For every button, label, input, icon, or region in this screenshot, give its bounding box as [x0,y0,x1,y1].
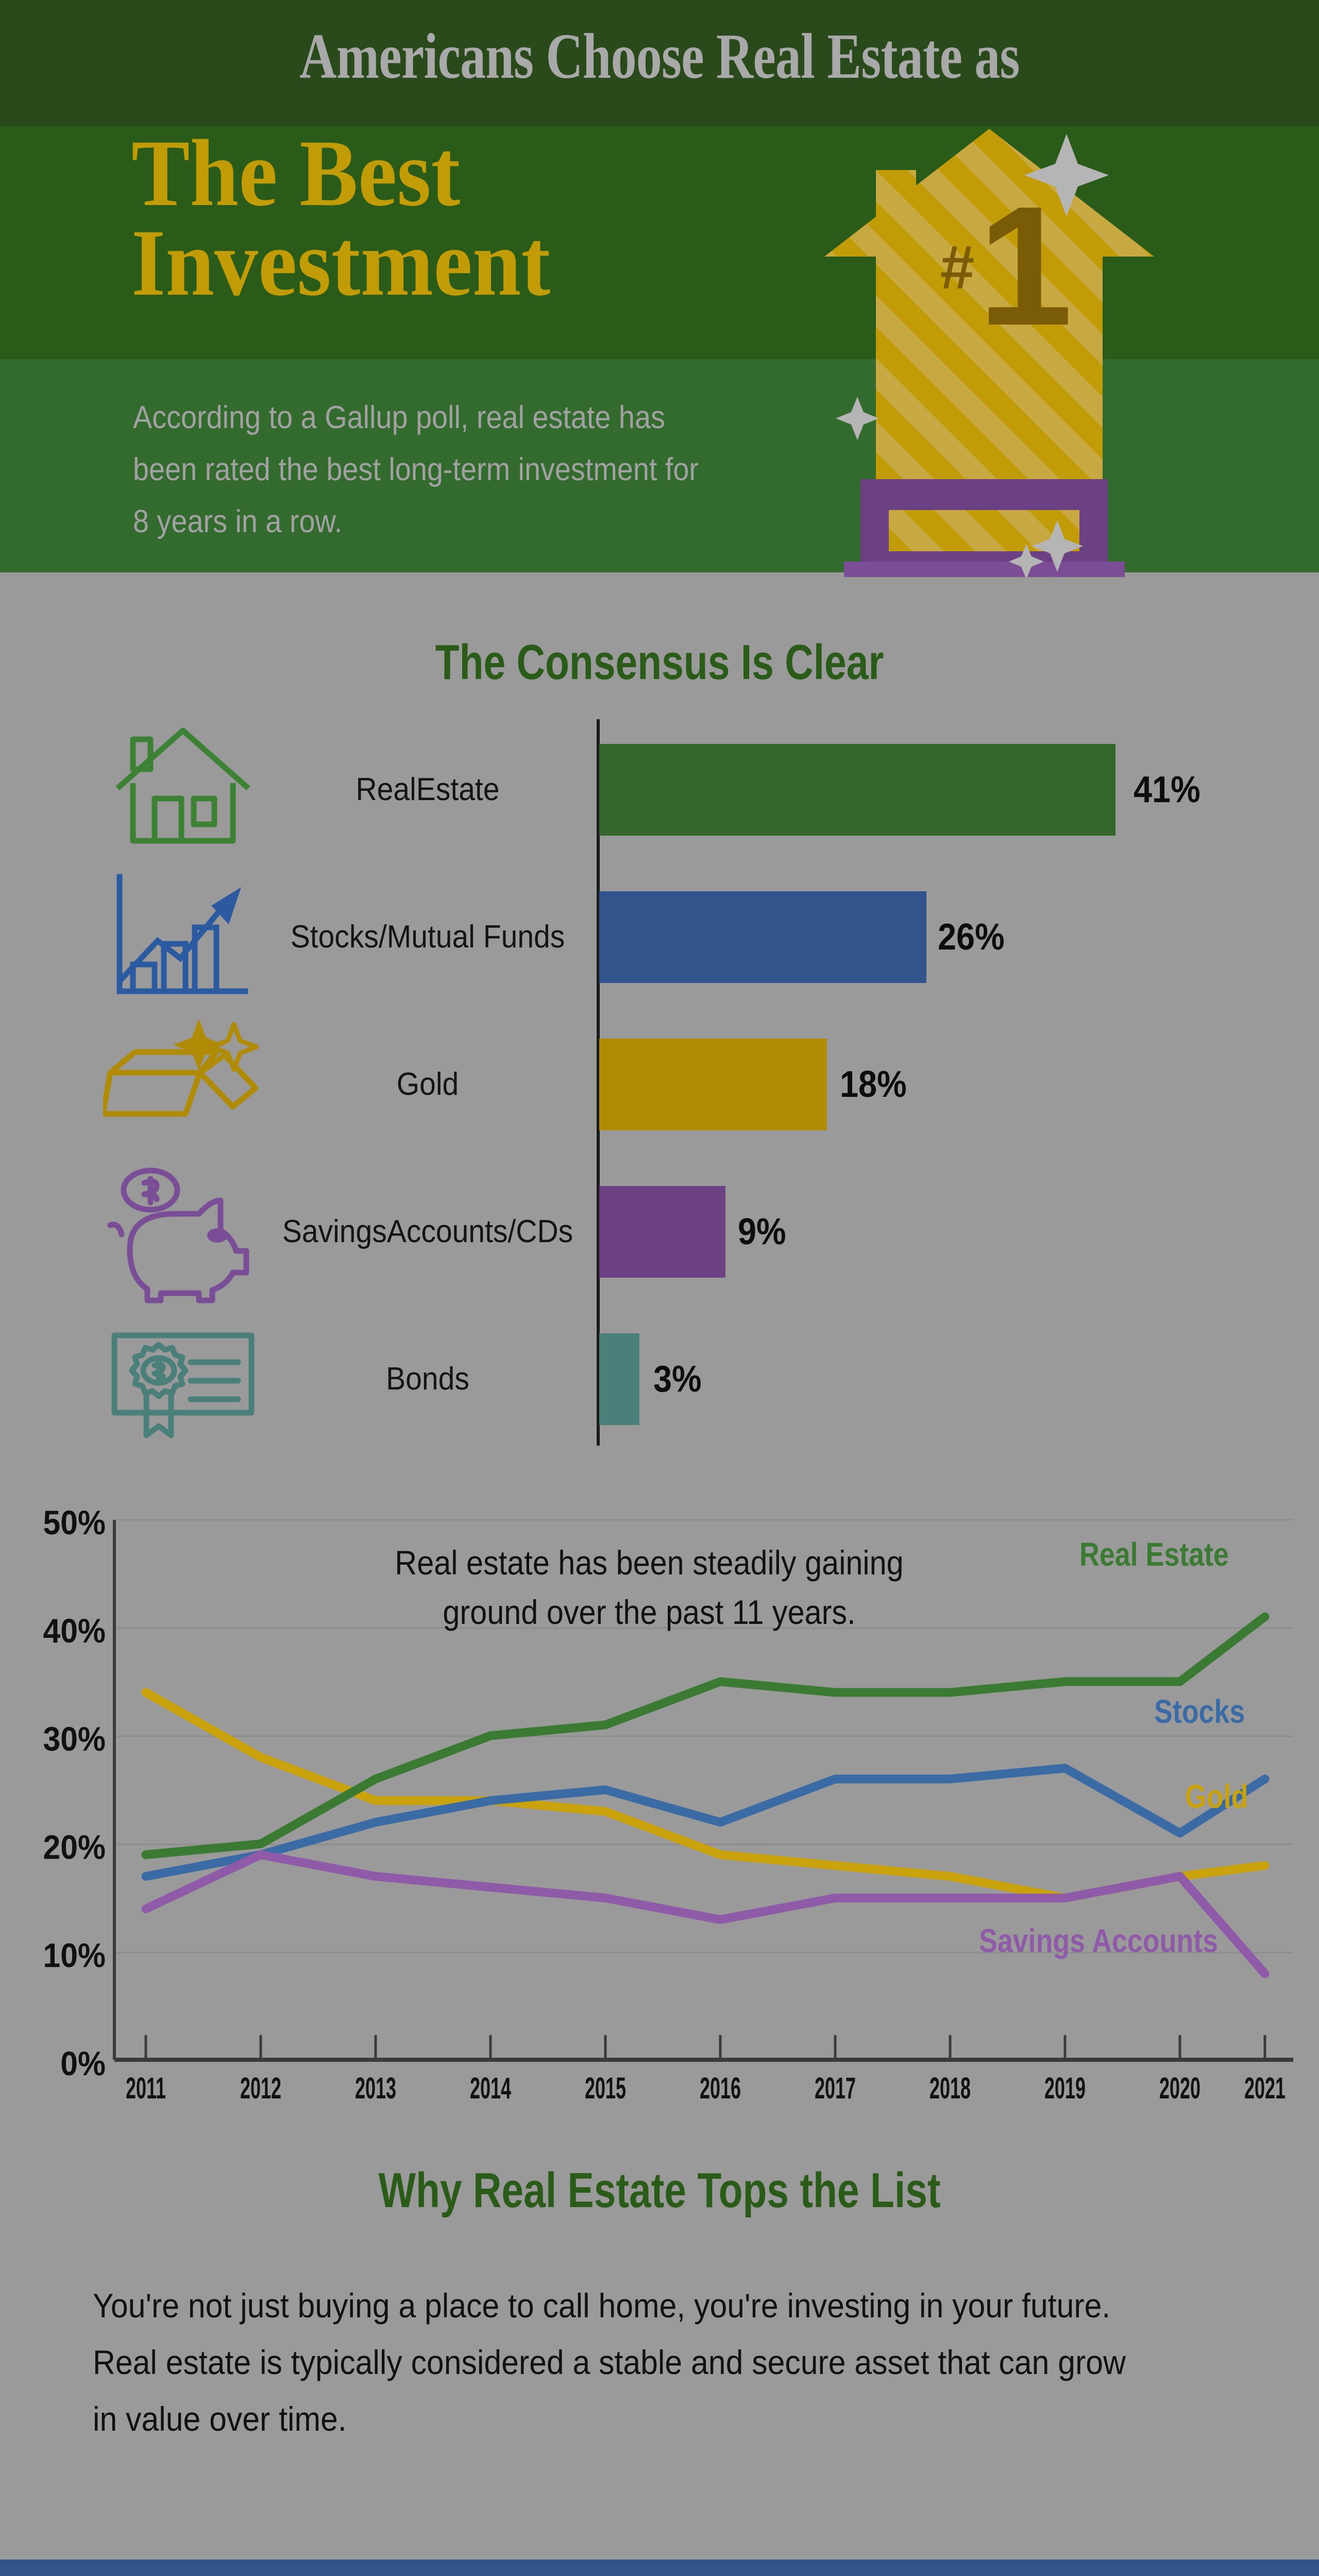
bar-chart: Real Estate 41% [0,716,1319,1453]
line-chart-note-line-1: Real estate has been steadily gaining [395,1544,904,1582]
x-tick-2011: 2011 [125,2072,166,2105]
bar-row-bonds: Bonds 3% [0,1306,1319,1453]
y-tick-40: 40% [43,1612,106,1650]
x-ticks [144,2035,1266,2060]
bar-bonds [599,1333,639,1425]
x-tick-2015: 2015 [585,2072,626,2105]
x-tick-2013: 2013 [355,2072,396,2105]
house-icon [103,716,263,863]
svg-text:#: # [940,233,975,302]
x-tick-2014: 2014 [470,2072,511,2105]
piggy-bank-icon [103,1158,263,1306]
bar-label-bonds: Bonds [285,1306,570,1453]
bar-savings [599,1186,725,1278]
consensus-section-title: The Consensus Is Clear [435,635,884,690]
bar-label-line: Real [356,772,416,807]
why-section-title: Why Real Estate Tops the List [378,2163,941,2218]
bar-label-line: Savings [282,1214,387,1249]
bar-label-line: Accounts/CDs [386,1214,573,1249]
svg-text:1: 1 [978,171,1073,361]
y-tick-30: 30% [43,1720,106,1758]
bar-value-savings: 9% [738,1211,786,1252]
series-line-savings-accounts [141,1850,1270,1978]
header-band-dark [0,0,1319,126]
legend-label-gold: Gold [1185,1778,1248,1815]
y-tick-0: 0% [60,2044,106,2082]
series-line-stocks [141,1764,1270,1881]
bar-value-bonds: 3% [653,1359,702,1400]
x-tick-2017: 2017 [815,2072,856,2105]
headline-line-2: Investment [131,210,551,316]
bar-label-line: Stocks/ [290,919,387,955]
legend-label-real-estate: Real Estate [1079,1536,1229,1573]
bar-row-real-estate: Real Estate 41% [0,716,1319,863]
bar-label-line: Estate [416,772,500,807]
header-subhead: According to a Gallup poll, real estate … [133,400,699,539]
bond-certificate-icon [103,1306,263,1453]
trophy-house-icon: # 1 [824,129,1154,577]
bar-label-gold: Gold [285,1011,570,1158]
why-body-text: You're not just buying a place to call h… [93,2286,1126,2438]
bar-label-line: Mutual Funds [386,919,565,955]
line-chart-note: Real estate has been steadily gaining gr… [325,1538,974,1637]
legend-label-stocks: Stocks [1154,1693,1245,1730]
y-tick-20: 20% [43,1828,106,1866]
headline-line-1: The Best [131,121,461,226]
trophy-graphic: # 1 [824,118,1154,577]
x-tick-2016: 2016 [700,2072,741,2105]
bar-value-real-estate: 41% [1134,769,1200,810]
x-tick-2020: 2020 [1159,2072,1200,2105]
bar-row-stocks: Stocks/ Mutual Funds 26% [0,863,1319,1011]
bar-value-gold: 18% [840,1064,907,1105]
bar-label-stocks: Stocks/ Mutual Funds [285,863,570,1011]
bar-row-savings: Savings Accounts/CDs 9% [0,1158,1319,1306]
x-tick-2019: 2019 [1044,2072,1086,2105]
line-chart: 50% 40% 30% 20% 10% 0% [0,1494,1319,2112]
bar-label-line: Bonds [386,1361,469,1397]
gold-bars-icon [100,1011,263,1158]
cta-banner: Let's connect today if you're ready to m… [0,2560,1319,2576]
bar-label-savings: Savings Accounts/CDs [282,1158,573,1306]
bar-chart-axis [597,719,600,1446]
eyebrow-text: Americans Choose Real Estate as [299,21,1020,92]
series-line-real-estate [141,1612,1270,1859]
growth-chart-icon [103,863,263,1011]
x-tick-2012: 2012 [240,2072,281,2105]
x-tick-2021: 2021 [1244,2072,1286,2105]
line-chart-plot [113,1519,1293,2062]
legend-label-savings-accounts: Savings Accounts [979,1922,1219,1959]
bar-label-real-estate: Real Estate [285,716,570,863]
y-tick-10: 10% [43,1936,106,1974]
x-tick-2018: 2018 [929,2072,971,2105]
line-chart-note-line-2: ground over the past 11 years. [443,1593,856,1631]
bar-row-gold: Gold 18% [0,1011,1319,1158]
bar-label-line: Gold [396,1066,459,1102]
bar-real-estate [599,744,1115,836]
bar-stocks [599,891,926,983]
page-title: The Best Investment [131,126,795,316]
bar-gold [599,1039,827,1130]
y-tick-50: 50% [43,1503,106,1541]
bar-value-stocks: 26% [938,917,1005,958]
